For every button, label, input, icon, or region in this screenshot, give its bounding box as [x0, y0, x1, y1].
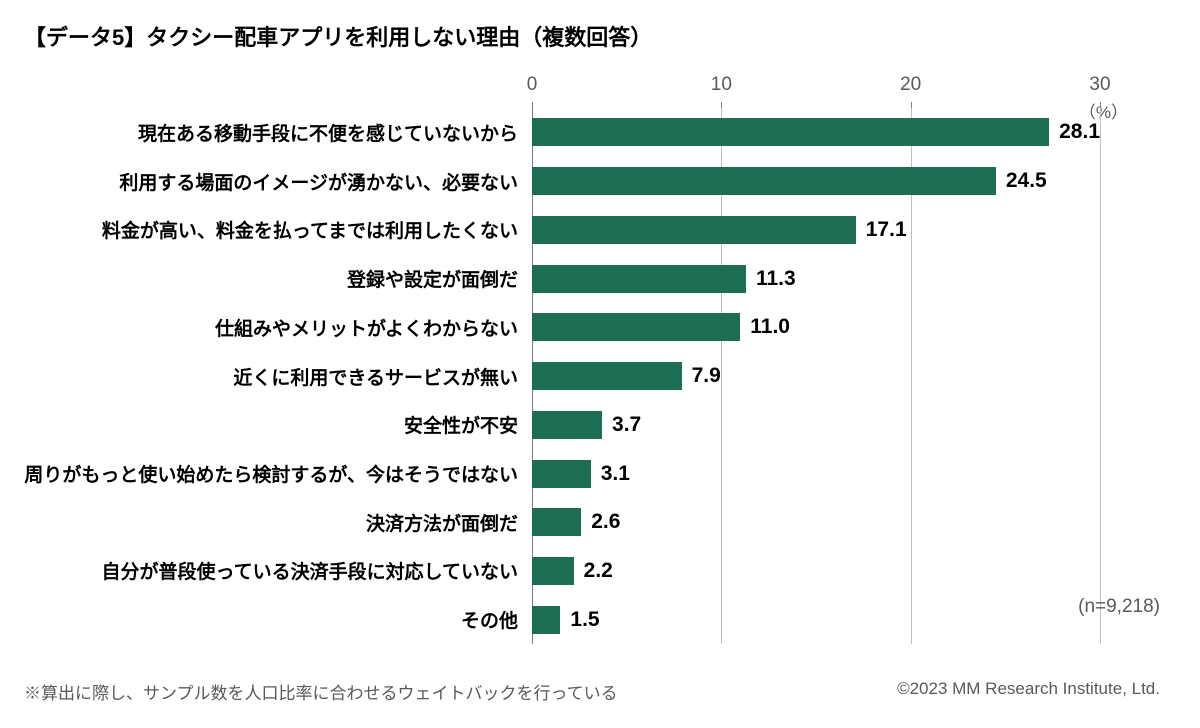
chart-area: （%） 0102030 現在ある移動手段に不便を感じていないから28.1利用する… [24, 74, 1160, 644]
bar-wrap: 11.3 [532, 254, 1100, 303]
chart-title: 【データ5】タクシー配車アプリを利用しない理由（複数回答） [24, 20, 1160, 52]
value-label: 28.1 [1059, 120, 1100, 144]
category-label: 登録や設定が面倒だ [24, 265, 532, 292]
value-label: 11.3 [756, 267, 796, 291]
bar-wrap: 17.1 [532, 205, 1100, 254]
bar [532, 508, 581, 536]
bar [532, 265, 746, 293]
bar-row: 料金が高い、料金を払ってまでは利用したくない 17.1 [24, 205, 1100, 254]
x-axis-tick-label: 0 [527, 74, 538, 96]
bar-wrap: 11.0 [532, 303, 1100, 352]
value-label: 11.0 [750, 315, 790, 339]
bar-wrap: 7.9 [532, 352, 1100, 401]
value-label: 3.7 [612, 413, 641, 437]
rows: 現在ある移動手段に不便を感じていないから 28.1 利用する場面のイメージが湧かない… [24, 108, 1100, 644]
x-axis-tick [1100, 102, 1101, 108]
category-label: 近くに利用できるサービスが無い [24, 363, 532, 390]
x-axis-tick-label: 20 [900, 74, 921, 96]
bar [532, 411, 602, 439]
category-label: 仕組みやメリットがよくわからない [24, 314, 532, 341]
bar-wrap: 1.5 [532, 595, 1100, 644]
footer: ※算出に際し、サンプル数を人口比率に合わせるウェイトバックを行っている ©202… [24, 679, 1160, 704]
bar [532, 118, 1049, 146]
value-label: 3.1 [601, 462, 630, 486]
bar-wrap: 2.6 [532, 498, 1100, 547]
bar-wrap: 3.1 [532, 449, 1100, 498]
bar [532, 460, 591, 488]
bar [532, 362, 682, 390]
category-label: 安全性が不安 [24, 411, 532, 438]
value-label: 1.5 [570, 608, 599, 632]
category-label: 決済方法が面倒だ [24, 509, 532, 536]
bar [532, 606, 560, 634]
footer-left-note: ※算出に際し、サンプル数を人口比率に合わせるウェイトバックを行っている [24, 679, 618, 704]
x-axis-tick-label: 10 [711, 74, 732, 96]
bar [532, 557, 574, 585]
bar-row: 仕組みやメリットがよくわからない 11.0 [24, 303, 1100, 352]
bar [532, 313, 740, 341]
bar-row: 利用する場面のイメージが湧かない、必要ない 24.5 [24, 157, 1100, 206]
page: 【データ5】タクシー配車アプリを利用しない理由（複数回答） （%） 010203… [0, 0, 1200, 728]
x-axis-labels: （%） 0102030 [532, 74, 1100, 102]
bar-row: 登録や設定が面倒だ 11.3 [24, 254, 1100, 303]
bar-row: 決済方法が面倒だ 2.6 [24, 498, 1100, 547]
value-label: 7.9 [692, 364, 721, 388]
bar-row: 周りがもっと使い始めたら検討するが、今はそうではない 3.1 [24, 449, 1100, 498]
footer-right-copyright: ©2023 MM Research Institute, Ltd. [897, 679, 1160, 704]
plot-area: 現在ある移動手段に不便を感じていないから 28.1 利用する場面のイメージが湧かない… [24, 108, 1100, 644]
bar-row: 自分が普段使っている決済手段に対応していない 2.2 [24, 547, 1100, 596]
bar [532, 216, 856, 244]
value-label: 24.5 [1006, 169, 1047, 193]
grid-line [1100, 108, 1101, 644]
category-label: 自分が普段使っている決済手段に対応していない [24, 557, 532, 584]
bar-wrap: 3.7 [532, 400, 1100, 449]
bar-row: 安全性が不安 3.7 [24, 400, 1100, 449]
sample-size-note: (n=9,218) [1078, 596, 1160, 618]
bar-row: その他 1.5 [24, 595, 1100, 644]
value-label: 17.1 [866, 218, 907, 242]
value-label: 2.6 [591, 510, 620, 534]
category-label: その他 [24, 606, 532, 633]
x-axis-tick-label: 30 [1089, 74, 1110, 96]
category-label: 料金が高い、料金を払ってまでは利用したくない [24, 216, 532, 243]
value-label: 2.2 [584, 559, 613, 583]
bar-wrap: 2.2 [532, 547, 1100, 596]
bar-wrap: 28.1 [532, 108, 1100, 157]
bar-wrap: 24.5 [532, 157, 1100, 206]
category-label: 現在ある移動手段に不便を感じていないから [24, 119, 532, 146]
category-label: 利用する場面のイメージが湧かない、必要ない [24, 168, 532, 195]
bar-row: 現在ある移動手段に不便を感じていないから 28.1 [24, 108, 1100, 157]
bar [532, 167, 996, 195]
category-label: 周りがもっと使い始めたら検討するが、今はそうではない [24, 460, 532, 487]
bar-row: 近くに利用できるサービスが無い 7.9 [24, 352, 1100, 401]
